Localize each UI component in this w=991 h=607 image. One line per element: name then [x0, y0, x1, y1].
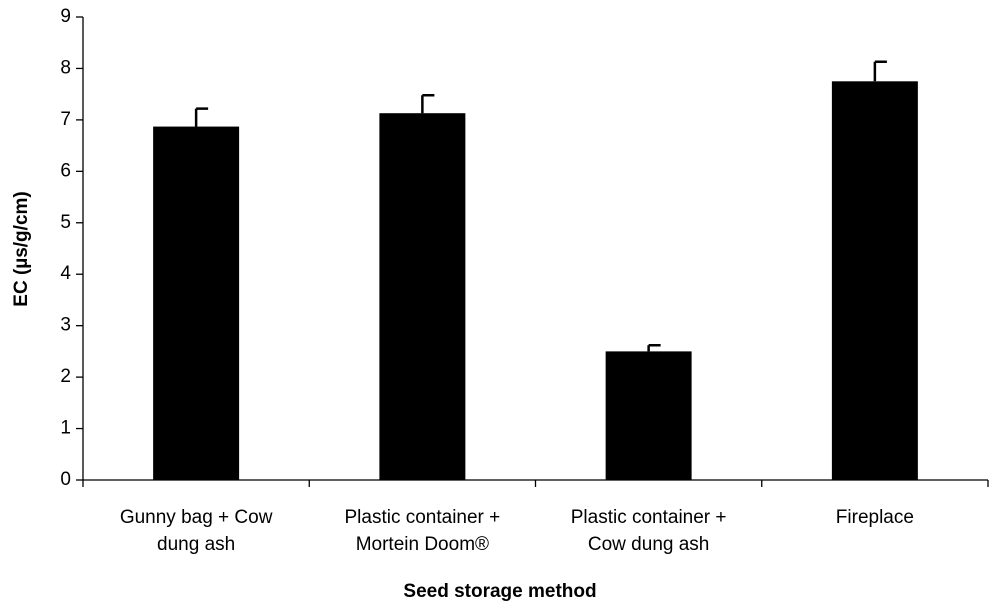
- y-tick-label: 0: [60, 469, 71, 490]
- y-tick-label: 3: [60, 315, 71, 336]
- x-tick-label-line: Plastic container +: [571, 507, 727, 528]
- x-tick-label-line: Mortein Doom®: [356, 534, 489, 555]
- error-bar: [873, 60, 887, 82]
- y-tick-label: 6: [60, 160, 71, 181]
- y-tick-label: 9: [60, 6, 71, 27]
- error-bar: [194, 107, 209, 127]
- bar: [831, 81, 918, 481]
- y-tick-label: 1: [60, 418, 71, 439]
- x-tick-label: Plastic container + Mortein Doom®: [344, 507, 500, 555]
- y-tick-label: 8: [60, 57, 71, 78]
- y-tick-label: 5: [60, 212, 71, 233]
- x-tick-label: Plastic container + Cow dung ash: [571, 507, 727, 555]
- x-tick-label: Fireplace: [836, 507, 914, 528]
- bar: [379, 113, 466, 480]
- y-tick-label: 2: [60, 366, 71, 387]
- x-tick-label: Gunny bag + Cow dung ash: [120, 507, 273, 555]
- y-tick-label: 4: [60, 263, 71, 284]
- bar: [153, 126, 240, 481]
- x-tick-label-line: Fireplace: [836, 507, 914, 528]
- x-tick-label-line: Cow dung ash: [588, 534, 709, 555]
- x-axis-label: Seed storage method: [403, 581, 596, 602]
- error-bar: [421, 93, 435, 114]
- y-axis-label: EC (µs/g/cm): [11, 191, 32, 306]
- x-tick-label-line: Gunny bag + Cow: [120, 507, 273, 528]
- x-tick-label-line: dung ash: [157, 534, 235, 555]
- x-tick-label-line: Plastic container +: [344, 507, 500, 528]
- error-bar: [647, 343, 661, 352]
- y-tick-label: 7: [60, 109, 71, 130]
- bar: [605, 351, 692, 480]
